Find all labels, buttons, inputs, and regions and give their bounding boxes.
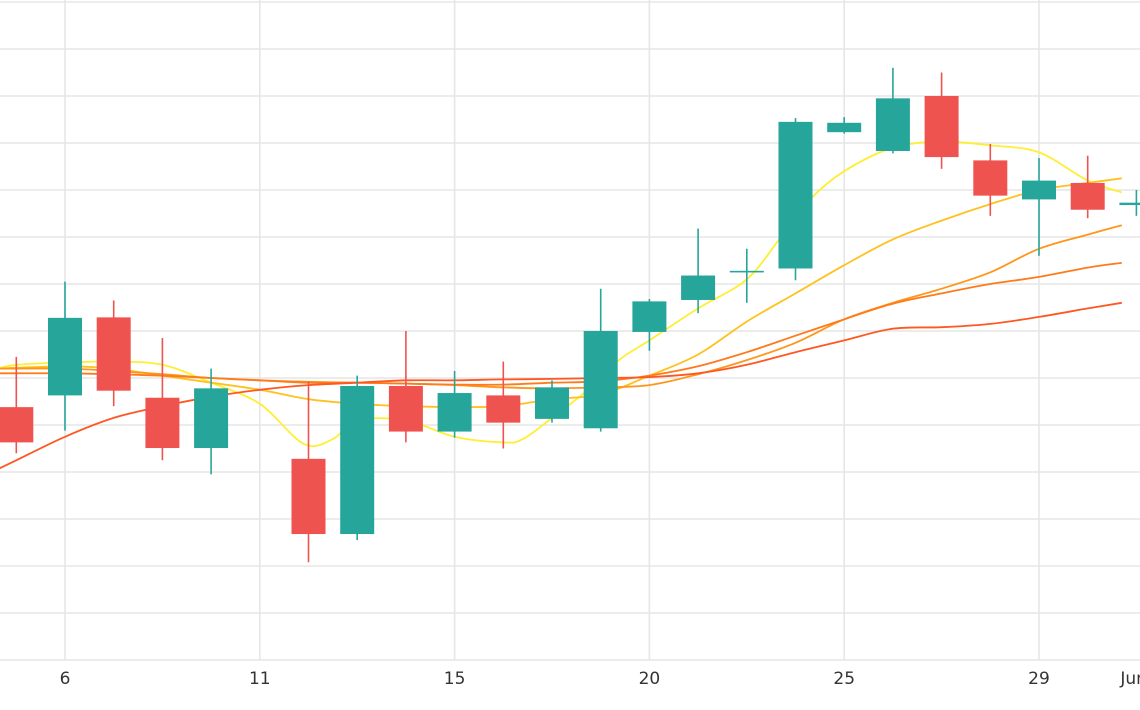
chart-grid (0, 0, 1140, 661)
candle (145, 338, 180, 461)
candle-body (0, 407, 34, 443)
candle-body (1070, 182, 1105, 210)
candle (924, 72, 959, 169)
candle (48, 281, 82, 431)
candle (535, 380, 569, 423)
candle-body (778, 121, 813, 269)
candle (437, 370, 472, 438)
candle-body (486, 395, 521, 423)
candle (1022, 158, 1056, 256)
x-tick-label: 11 (249, 669, 271, 689)
moving-average-line-4 (0, 262, 1122, 386)
candle-body (583, 331, 618, 429)
candle-body (291, 458, 326, 535)
x-tick-label: 6 (60, 669, 71, 689)
candle (632, 299, 667, 351)
candle (291, 381, 326, 563)
x-tick-label: Jun (1119, 669, 1140, 689)
candle (681, 228, 716, 314)
candle (96, 300, 131, 407)
candle (583, 288, 618, 432)
candle-body (827, 122, 862, 133)
candle-body (973, 160, 1008, 196)
moving-average-line-3 (0, 224, 1123, 390)
candle-body (681, 275, 716, 300)
candle (973, 143, 1008, 216)
candle (194, 368, 229, 475)
candle (1119, 190, 1140, 216)
moving-average-line-2 (0, 177, 1122, 409)
x-tick-label: 29 (1028, 669, 1050, 689)
candle-body (1119, 202, 1140, 206)
candle (729, 248, 764, 303)
candle-body (48, 317, 82, 396)
candle-body (875, 98, 910, 151)
candle-body (924, 96, 959, 158)
candle-body (340, 385, 375, 535)
candle-body (145, 397, 180, 449)
candle-body (96, 317, 131, 391)
candle-body (729, 270, 764, 273)
candle-body (632, 301, 667, 332)
candle (1070, 155, 1105, 219)
x-tick-label: 15 (444, 669, 466, 689)
x-tick-label: 20 (639, 669, 661, 689)
candle (388, 331, 423, 443)
candle-body (194, 388, 229, 449)
candle (486, 361, 521, 449)
x-axis: 6 11 15 20 25 29 Jun (60, 669, 1140, 689)
candle-body (1022, 180, 1056, 200)
candle (875, 67, 910, 154)
candle (340, 375, 375, 541)
candles (0, 67, 1140, 563)
candle (778, 118, 813, 281)
candle (827, 117, 862, 134)
x-tick-label: 25 (833, 669, 855, 689)
candle (0, 356, 34, 454)
candle-body (437, 393, 472, 432)
candle-body (388, 385, 423, 432)
candle-body (535, 387, 569, 419)
